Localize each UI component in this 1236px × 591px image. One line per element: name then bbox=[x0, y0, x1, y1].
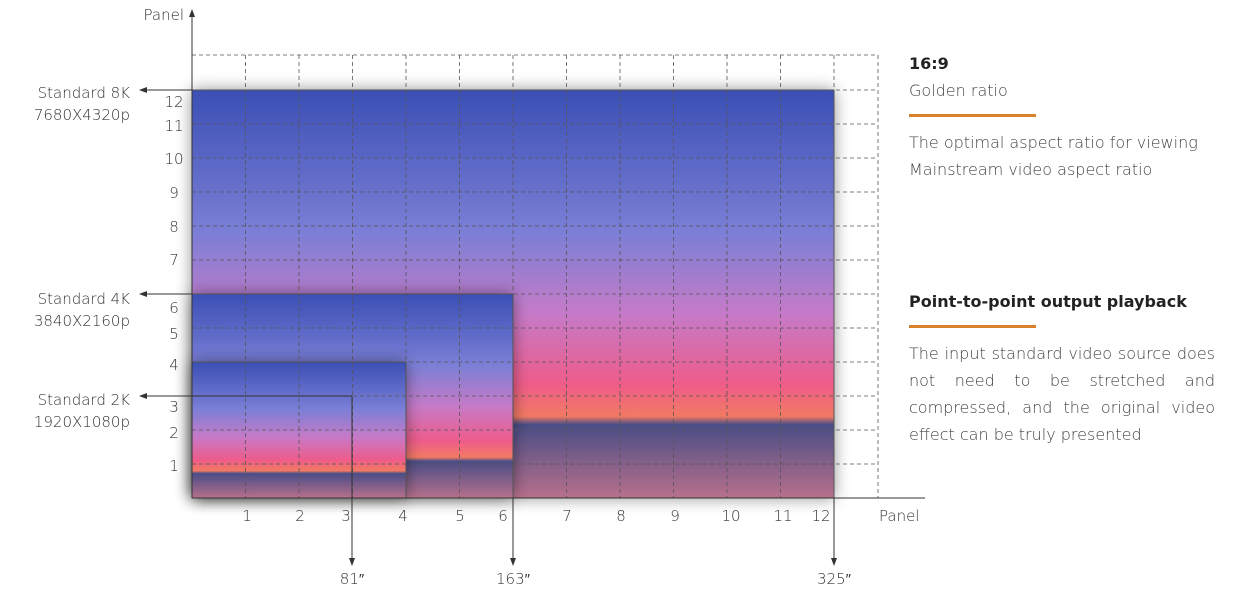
rule bbox=[909, 114, 1036, 117]
y-tick-label: 11 bbox=[164, 117, 183, 135]
x-tick-label: 9 bbox=[670, 507, 680, 525]
y-tick-label: 1 bbox=[169, 457, 179, 475]
y-tick-label: 9 bbox=[169, 184, 179, 202]
x-tick-label: 4 bbox=[398, 507, 408, 525]
section: Point-to-point output playback The input… bbox=[909, 288, 1231, 448]
size-label: 163″ bbox=[496, 570, 531, 588]
x-tick-label: 12 bbox=[811, 507, 830, 525]
y-axis-label: Panel bbox=[144, 6, 184, 24]
standard-name: Standard 2K bbox=[38, 391, 131, 409]
y-tick-label: 4 bbox=[169, 356, 179, 374]
title: Point-to-point output playback bbox=[909, 292, 1187, 311]
y-tick-label: 3 bbox=[169, 398, 179, 416]
x-axis-label: Panel bbox=[879, 507, 919, 525]
text: The input standard video source does not… bbox=[909, 344, 1215, 444]
y-tick-label: 8 bbox=[169, 218, 179, 236]
resolution: 1920X1080p bbox=[34, 413, 130, 431]
y-tick-label: 12 bbox=[164, 93, 183, 111]
line: The optimal aspect ratio for viewing bbox=[909, 133, 1198, 152]
subtitle: Golden ratio bbox=[909, 81, 1008, 100]
resolution: 7680X4320p bbox=[34, 106, 130, 124]
size-label: 81″ bbox=[340, 570, 365, 588]
title: 16:9 bbox=[909, 54, 949, 73]
y-tick-label: 7 bbox=[169, 251, 179, 269]
x-tick-label: 10 bbox=[721, 507, 740, 525]
resolution: 3840X2160p bbox=[34, 312, 130, 330]
x-tick-label: 7 bbox=[562, 507, 572, 525]
x-tick-label: 6 bbox=[498, 507, 508, 525]
x-tick-label: 3 bbox=[341, 507, 351, 525]
rule bbox=[909, 325, 1036, 328]
x-tick-label: 2 bbox=[295, 507, 305, 525]
y-tick-label: 2 bbox=[169, 424, 179, 442]
x-tick-label: 1 bbox=[242, 507, 252, 525]
x-tick-label: 8 bbox=[616, 507, 626, 525]
standard-name: Standard 4K bbox=[38, 290, 131, 308]
y-tick-label: 10 bbox=[164, 150, 183, 168]
y-tick-label: 5 bbox=[169, 325, 179, 343]
x-tick-label: 5 bbox=[455, 507, 465, 525]
x-tick-label: 11 bbox=[773, 507, 792, 525]
size-label: 325″ bbox=[817, 570, 852, 588]
section: 16:9 Golden ratio The optimal aspect rat… bbox=[909, 50, 1231, 183]
line: Mainstream video aspect ratio bbox=[909, 160, 1153, 179]
y-tick-label: 6 bbox=[169, 299, 179, 317]
standard-name: Standard 8K bbox=[38, 84, 131, 102]
